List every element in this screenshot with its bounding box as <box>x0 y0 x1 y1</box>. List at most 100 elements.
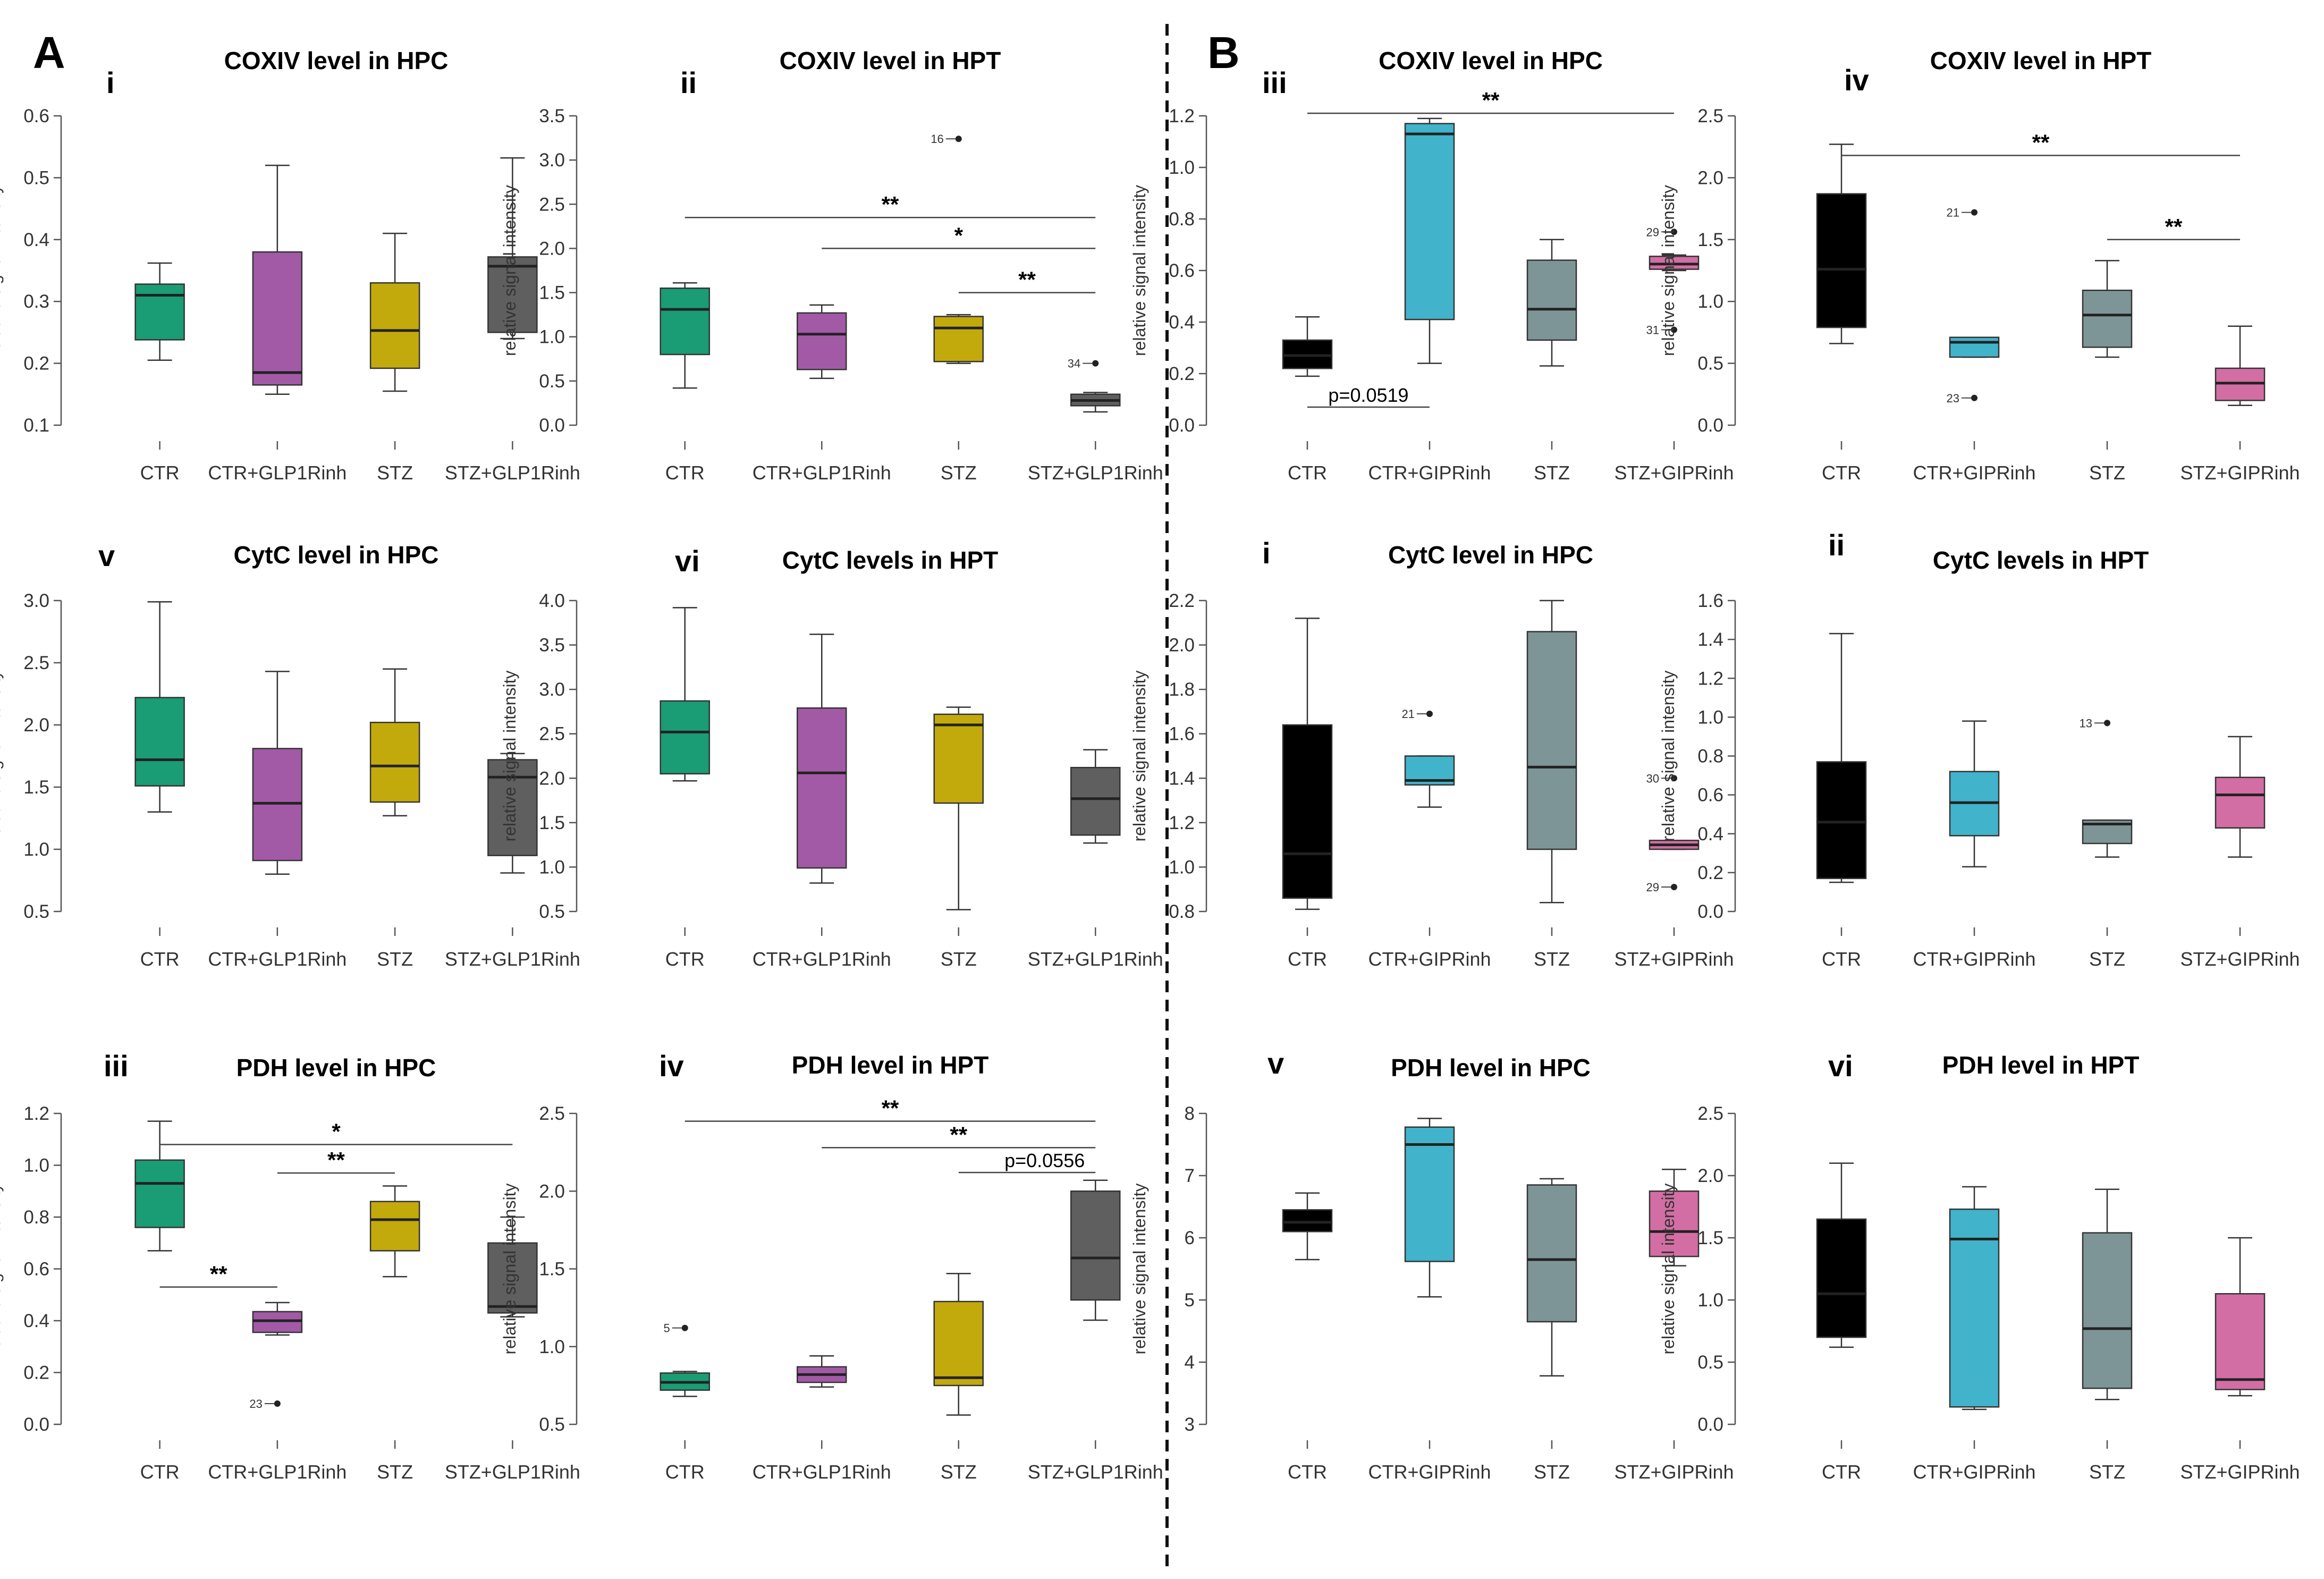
y-tick-label: 1.4 <box>1697 629 1723 650</box>
box-body <box>487 759 538 856</box>
box-body <box>1816 1218 1867 1338</box>
y-tick-label: 3 <box>1185 1414 1195 1435</box>
outlier-label: 23 <box>249 1397 262 1411</box>
box-body <box>1526 631 1577 850</box>
y-tick-label: 2.0 <box>1697 1166 1723 1186</box>
y-tick-label: 2.2 <box>1169 590 1195 611</box>
outlier-label: 34 <box>1068 357 1080 370</box>
outlier: 23 <box>249 1397 281 1411</box>
significance-label: * <box>332 1119 341 1144</box>
y-tick-label: 2.0 <box>1169 635 1195 656</box>
y-tick-label: 0.4 <box>1169 312 1195 333</box>
y-tick-label: 1.0 <box>1169 857 1195 877</box>
x-tick-label: STZ+GLP1Rinh <box>445 462 580 484</box>
box-body <box>1070 1190 1121 1301</box>
chart-b-i: i COXIV level in HPC 0.0 0.2 0.4 0.6 0.8 1.0 1.2… <box>1130 47 1734 570</box>
box-body <box>797 312 847 370</box>
chart-title: CytC level in HPC <box>234 541 439 569</box>
box-body <box>1404 1126 1455 1262</box>
box-3 <box>933 1273 984 1416</box>
chart-sublabel: i <box>106 66 115 99</box>
outlier: 16 <box>931 132 962 146</box>
box-body <box>487 256 538 333</box>
outlier-point <box>2104 720 2110 727</box>
box-1 <box>1282 1192 1333 1261</box>
box-3 <box>1526 599 1577 904</box>
x-tick-label: STZ+GLP1Rinh <box>445 1461 580 1483</box>
chart-sublabel: iv <box>1844 63 1869 97</box>
x-tick-label: CTR <box>1822 1461 1861 1483</box>
panel-letter-b: B <box>1207 28 1240 78</box>
outlier: 29 <box>1646 225 1677 239</box>
box-3 <box>369 1185 420 1278</box>
chart-b-ii: ii COXIV level in HPT 0.0 0.5 1.0 1.5 2.0 2.5 re… <box>1659 47 2300 562</box>
y-tick-label: 1.8 <box>1169 679 1195 700</box>
chart-title: COXIV level in HPT <box>780 47 1001 74</box>
y-tick-label: 2.5 <box>23 653 49 673</box>
box-3 <box>369 668 420 817</box>
x-tick-label: STZ <box>941 1461 977 1483</box>
chart-title: COXIV level in HPC <box>1379 47 1603 74</box>
outlier-label: 29 <box>1646 881 1659 894</box>
y-axis-label: relative signal intensity <box>1659 671 1678 842</box>
box-body <box>134 697 185 787</box>
y-tick-label: 0.6 <box>1169 260 1195 281</box>
box-3 <box>369 232 420 392</box>
outlier-label: 16 <box>931 132 943 146</box>
box-body <box>1949 1208 2000 1408</box>
box-body <box>933 316 984 362</box>
y-tick-label: 1.5 <box>539 813 565 833</box>
box-body <box>660 288 710 356</box>
y-tick-label: 1.2 <box>23 1103 49 1124</box>
outlier-label: 29 <box>1646 225 1659 239</box>
box-body <box>2215 1293 2266 1390</box>
y-axis-label: relative signal intensity <box>0 1184 4 1355</box>
x-tick-label: STZ+GIPRinh <box>2180 462 2300 484</box>
outlier: 34 <box>1068 357 1099 370</box>
y-tick-label: 0.5 <box>539 371 565 392</box>
y-axis-label: relative signal intensity <box>1130 671 1149 842</box>
annotation-label: p=0.0519 <box>1328 384 1408 406</box>
y-tick-label: 0.0 <box>1697 415 1723 436</box>
significance-label: ** <box>1482 88 1500 113</box>
box-body <box>369 722 420 803</box>
chart-a-vi: vi PDH level in HPT 0.5 1.0 1.5 2.0 2.5 relativ… <box>500 544 1163 1483</box>
y-tick-label: 1.0 <box>539 1337 565 1357</box>
x-tick-label: CTR <box>140 462 180 484</box>
y-tick-label: 0.5 <box>1697 353 1723 374</box>
chart-sublabel: iv <box>659 1049 684 1083</box>
outlier-point <box>1671 229 1677 235</box>
chart-sublabel: i <box>1262 536 1271 570</box>
chart-title: COXIV level in HPC <box>224 47 449 74</box>
box-1 <box>134 262 185 361</box>
box-body <box>1949 336 2000 358</box>
x-tick-label: CTR <box>1288 948 1327 970</box>
y-tick-label: 4 <box>1185 1352 1195 1373</box>
x-tick-label: CTR+GIPRinh <box>1913 1461 2035 1483</box>
y-tick-label: 2.5 <box>1697 106 1723 126</box>
y-tick-label: 0.4 <box>23 1311 49 1331</box>
box-3 <box>2082 1188 2133 1400</box>
chart-b-iv: iv CytC levels in HPT 0.0 0.2 0.4 0.6 0.8 1.0 1.… <box>659 546 2300 1083</box>
y-tick-label: 1.0 <box>1697 1290 1723 1311</box>
y-tick-label: 1.6 <box>1169 724 1195 745</box>
panel-letter-a: A <box>33 28 65 78</box>
box-body <box>2082 1232 2133 1389</box>
box-3 <box>1526 1178 1577 1377</box>
x-tick-label: STZ <box>1534 462 1570 484</box>
outlier-label: 21 <box>1402 707 1415 721</box>
chart-sublabel: iii <box>1262 66 1287 99</box>
x-tick-label: STZ <box>377 462 413 484</box>
x-tick-label: CTR+GIPRinh <box>1913 462 2035 484</box>
outlier-point <box>1671 326 1677 333</box>
y-tick-label: 0.5 <box>23 167 49 188</box>
x-tick-label: CTR+GIPRinh <box>1368 462 1491 484</box>
x-tick-label: STZ+GIPRinh <box>2180 948 2300 970</box>
x-tick-label: CTR <box>1822 948 1861 970</box>
x-tick-label: STZ+GLP1Rinh <box>1028 948 1163 970</box>
box-2 <box>797 1355 847 1388</box>
x-tick-label: CTR+GLP1Rinh <box>208 948 347 970</box>
outlier-label: 30 <box>1646 772 1659 785</box>
outlier: 29 <box>1646 881 1677 894</box>
